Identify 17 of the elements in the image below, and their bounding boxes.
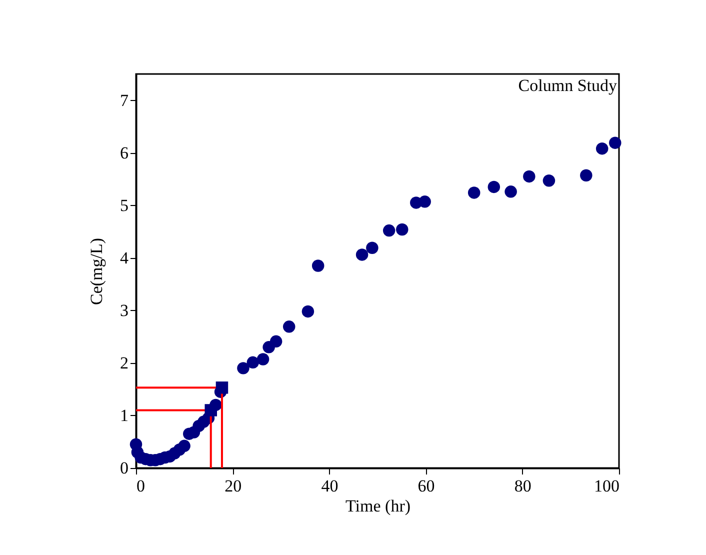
y-tick-label: 0: [120, 458, 128, 478]
y-tick-label: 3: [120, 300, 128, 320]
y-tick-label: 2: [120, 353, 128, 372]
x-tick-label: 80: [514, 476, 532, 496]
y-axis-title: Ce(mg/L): [87, 238, 106, 306]
x-axis-title: Time (hr): [345, 496, 411, 516]
y-tick-label: 7: [120, 90, 129, 110]
annotation: Column Study: [518, 76, 618, 95]
x-tick-label: 40: [321, 476, 338, 496]
y-tick-label: 5: [120, 196, 128, 215]
y-tick-label: 6: [120, 143, 128, 162]
x-tick-label: 60: [418, 476, 435, 496]
x-tick-label: 0: [136, 476, 145, 496]
x-tick-label: 20: [224, 476, 242, 496]
x-tick-label: 100: [594, 476, 620, 496]
y-tick-label: 4: [120, 248, 129, 268]
y-tick-label: 1: [120, 406, 128, 425]
